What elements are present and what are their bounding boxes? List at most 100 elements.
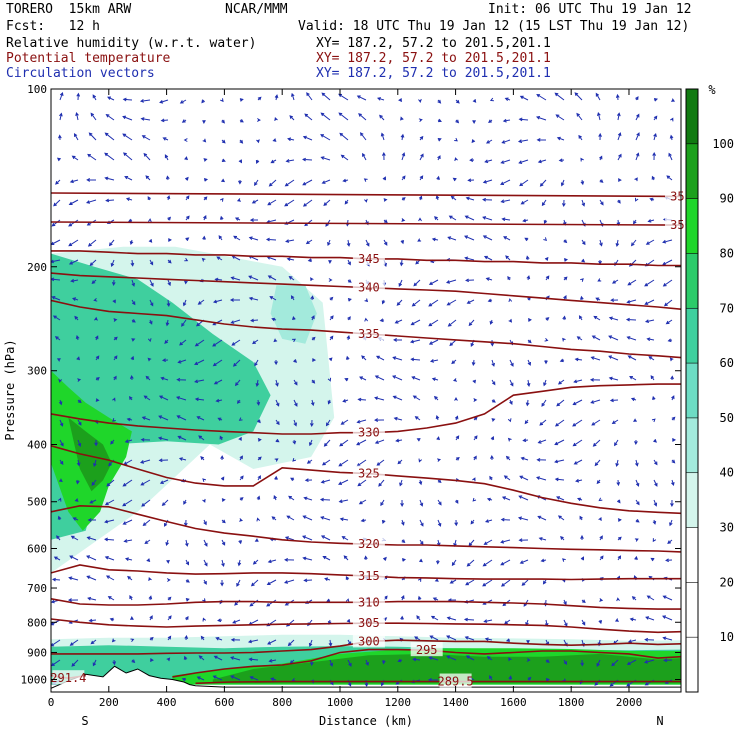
circulation-vector-795 [517, 516, 529, 521]
circulation-vector-928 [617, 178, 622, 182]
circulation-vector-303 [230, 276, 241, 281]
circulation-vector-650 [430, 615, 439, 621]
circulation-vector-693 [465, 278, 475, 283]
circulation-vector-495 [339, 517, 349, 522]
circulation-vector-280 [217, 417, 223, 421]
circulation-vector-208 [185, 176, 189, 181]
circulation-vector-479 [344, 199, 349, 205]
circulation-vector-508 [363, 178, 368, 182]
circulation-vector-10 [51, 296, 61, 301]
circulation-vector-283 [220, 476, 225, 481]
circulation-vector-32 [73, 132, 79, 141]
circulation-vector-794 [518, 495, 529, 501]
circulation-vector-759 [509, 399, 513, 405]
circulation-vector-828 [542, 579, 547, 585]
circulation-vector-849 [556, 399, 565, 407]
circulation-vector-855 [557, 515, 565, 521]
circulation-vector-127 [131, 299, 136, 306]
circulation-vector-300 [234, 217, 241, 221]
circulation-vector-457 [328, 357, 333, 362]
circulation-vector-859 [563, 599, 567, 606]
circulation-vector-862 [563, 659, 568, 666]
circulation-vector-228 [185, 579, 190, 583]
colorbar-swatch-6 [686, 308, 698, 364]
circulation-vector-906 [591, 335, 601, 341]
circulation-vector-750 [501, 217, 511, 222]
circulation-vector-805 [535, 116, 547, 121]
circulation-vector-787 [527, 359, 531, 366]
circulation-vector-248 [194, 379, 205, 384]
circulation-vector-500 [346, 618, 351, 623]
circulation-vector-358 [268, 179, 277, 187]
circulation-vector-293 [212, 675, 223, 681]
circulation-vector-955 [635, 113, 640, 121]
circulation-vector-89 [105, 113, 115, 121]
circulation-vector-534 [376, 97, 385, 101]
circulation-vector-416 [302, 135, 313, 141]
circulation-vector-643 [437, 479, 442, 483]
circulation-vector-291 [215, 637, 223, 641]
circulation-vector-467 [322, 556, 331, 561]
rh-region-3 [68, 417, 112, 492]
colorbar-frame [685, 88, 699, 693]
circulation-vector-279 [215, 398, 223, 403]
circulation-vector-760 [507, 418, 512, 423]
circulation-vector-957 [635, 152, 640, 161]
circulation-vector-136 [122, 479, 133, 487]
circulation-vector-931 [615, 239, 620, 248]
circulation-vector-326 [256, 139, 260, 144]
circulation-vector-1023 [662, 279, 673, 287]
circulation-vector-777 [518, 159, 529, 164]
circulation-vector-64 [85, 199, 97, 204]
circulation-vector-583 [399, 479, 403, 487]
circulation-vector-645 [437, 519, 442, 527]
circulation-vector-779 [520, 199, 529, 205]
circulation-vector-193 [158, 458, 169, 463]
colorbar-swatch-10 [686, 89, 698, 144]
circulation-vector-896 [598, 132, 602, 141]
circulation-vector-344 [256, 495, 261, 501]
circulation-vector-630 [434, 216, 439, 221]
circulation-vector-180 [166, 195, 171, 201]
circulation-vector-734 [486, 497, 493, 502]
theta-label-300: 300 [358, 634, 380, 648]
circulation-vector-776 [517, 139, 529, 144]
circulation-vector-621 [414, 636, 421, 641]
circulation-vector-907 [590, 356, 601, 361]
circulation-vector-606 [409, 339, 421, 344]
circulation-vector-878 [573, 379, 583, 384]
circulation-vector-989 [649, 197, 655, 202]
circulation-vector-749 [500, 199, 511, 204]
circulation-vector-972 [635, 459, 639, 467]
circulation-vector-173 [149, 636, 154, 641]
circulation-vector-605 [410, 319, 421, 326]
circulation-vector-461 [323, 439, 331, 447]
circulation-vector-171 [148, 595, 153, 601]
circulation-vector-909 [590, 399, 601, 404]
circulation-vector-69 [93, 298, 98, 302]
circulation-vector-146 [139, 99, 151, 103]
circulation-vector-553 [378, 479, 385, 487]
circulation-vector-342 [257, 456, 262, 461]
circulation-vector-539 [383, 198, 388, 202]
theta-label-layer: 289.5 291.4 295 300 305 310 315 320 325 330 335 340… [50, 188, 697, 689]
south-label: S [81, 714, 88, 728]
circulation-vector-368 [275, 379, 279, 387]
circulation-vector-79 [89, 499, 97, 504]
theta-label-bg-320 [352, 536, 385, 551]
circulation-vector-687 [469, 158, 475, 162]
circulation-vector-822 [536, 457, 547, 462]
circulation-vector-875 [578, 315, 583, 321]
circulation-vector-600 [418, 217, 422, 222]
circulation-vector-235 [202, 119, 206, 124]
circulation-vector-873 [580, 278, 584, 282]
circulation-vector-97 [111, 279, 116, 286]
circulation-vector-629 [435, 194, 440, 201]
circulation-vector-323 [230, 675, 241, 681]
circulation-vector-1006 [652, 538, 657, 543]
y-tick-label-400: 400 [27, 439, 47, 452]
terrain-line [51, 665, 681, 689]
circulation-vector-477 [340, 154, 349, 161]
circulation-vector-735 [484, 519, 493, 523]
circulation-vector-979 [631, 596, 637, 601]
